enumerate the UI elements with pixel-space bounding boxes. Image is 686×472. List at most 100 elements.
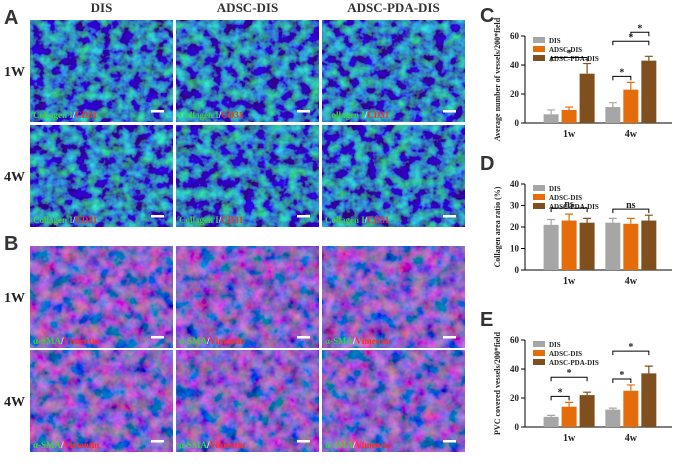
stain-caption: α-SMA/Vimentin: [33, 440, 99, 450]
y-tick-label: 60: [510, 31, 520, 41]
bar: [561, 406, 577, 427]
error-bar: [644, 55, 653, 61]
significance-bracket: [630, 31, 650, 37]
stain-caption: Collagen I/CD31: [33, 110, 98, 120]
y-tick-label: 0: [515, 265, 520, 275]
significance-label: *: [628, 342, 633, 353]
significance-bracket: [612, 40, 650, 46]
bar: [543, 416, 559, 427]
stain-part: Vimentin: [64, 440, 100, 450]
scale-bar: [151, 215, 164, 218]
y-tick-label: 40: [510, 60, 520, 70]
significance-label: *: [628, 32, 633, 43]
significance-bracket: [612, 378, 632, 383]
error-bar: [626, 81, 635, 90]
significance-bracket: [612, 208, 650, 214]
stain-caption: α-SMA/Vimentin: [179, 336, 245, 346]
legend-label: DIS: [549, 341, 561, 349]
micrograph: [176, 125, 319, 227]
significance-label: *: [619, 67, 624, 78]
legend-label: DIS: [549, 37, 561, 45]
row-label: 1W: [4, 65, 25, 80]
error-bar: [608, 407, 617, 410]
column-header: ADSC-PDA-DIS: [347, 0, 439, 15]
stain-part: Collagen I: [325, 215, 365, 225]
stain-part: Collagen I: [179, 110, 219, 120]
legend-label: ADSC-PDA-DIS: [549, 203, 599, 211]
stain-part: CD31: [367, 110, 389, 120]
stain-part: /: [364, 215, 368, 225]
scale-bar: [151, 440, 164, 443]
bar: [579, 73, 595, 123]
scale-bar: [297, 440, 310, 443]
stain-part: Vimentin: [356, 440, 392, 450]
legend-swatch: [533, 341, 545, 347]
error-bar: [583, 217, 592, 223]
y-tick-label: 20: [510, 393, 520, 403]
bar: [605, 409, 621, 427]
y-tick-label: 40: [510, 364, 520, 374]
stain-caption: α-SMA/Vimentin: [33, 336, 99, 346]
micrograph: [30, 246, 173, 348]
significance-bracket: [612, 350, 650, 356]
stain-part: α-SMA: [179, 336, 208, 346]
stain-caption: Collagen I/CD31: [179, 110, 244, 120]
error-bar: [547, 109, 556, 115]
error-bar: [608, 102, 617, 108]
panel-letter: A: [4, 7, 18, 29]
stain-part: Vimentin: [210, 440, 246, 450]
stain-part: Vimentin: [64, 336, 100, 346]
stain-part: /: [218, 110, 222, 120]
stain-part: /: [206, 440, 210, 450]
y-tick-label: 0: [515, 422, 520, 432]
bar: [623, 390, 639, 427]
stain-part: CD31: [221, 110, 243, 120]
bar: [543, 224, 559, 270]
legend-swatch: [533, 55, 545, 61]
significance-bracket: [612, 75, 632, 81]
error-bar: [565, 401, 574, 407]
stain-caption: α-SMA/Vimentin: [325, 440, 391, 450]
significance-bracket: [550, 395, 570, 401]
stain-part: α-SMA: [33, 336, 62, 346]
micrograph: [322, 20, 465, 122]
scale-bar: [151, 110, 164, 113]
error-bar: [547, 414, 556, 417]
bar: [561, 220, 577, 270]
error-bar: [644, 365, 653, 374]
significance-label: ns: [564, 199, 574, 210]
significance-label: *: [637, 23, 642, 34]
significance-label: *: [567, 368, 572, 379]
panel-letter: B: [4, 233, 18, 255]
legend-label: ADSC-PDA-DIS: [549, 55, 599, 63]
row-label: 4W: [4, 395, 25, 410]
scale-bar: [151, 336, 164, 339]
panel-letter: C: [480, 5, 494, 27]
stain-part: α-SMA: [179, 440, 208, 450]
stain-part: CD31: [367, 215, 389, 225]
scale-bar: [443, 336, 456, 339]
column-header: ADSC-DIS: [217, 0, 278, 15]
x-tick-label: 4w: [625, 129, 638, 140]
panel-letter: D: [480, 153, 494, 175]
bar: [641, 373, 657, 427]
legend-label: ADSC-DIS: [549, 350, 582, 358]
micrograph: [322, 246, 465, 348]
micrograph: [322, 125, 465, 227]
micrograph: [30, 125, 173, 227]
panel-letter: E: [480, 309, 493, 331]
stain-part: /: [352, 440, 356, 450]
x-tick-label: 1w: [563, 276, 576, 287]
y-axis-label: PVC covered vessels/200*field: [493, 331, 502, 434]
legend-swatch: [533, 203, 545, 209]
y-tick-label: 0: [515, 118, 520, 128]
bar: [605, 107, 621, 123]
error-bar: [583, 391, 592, 396]
y-axis-label: Average number of vessels/200*field: [493, 17, 502, 141]
legend-swatch: [533, 185, 545, 191]
x-tick-label: 1w: [563, 129, 576, 140]
micrograph: [322, 350, 465, 452]
y-axis-label: Collagen area ratio (%): [493, 186, 502, 267]
scale-bar: [443, 440, 456, 443]
